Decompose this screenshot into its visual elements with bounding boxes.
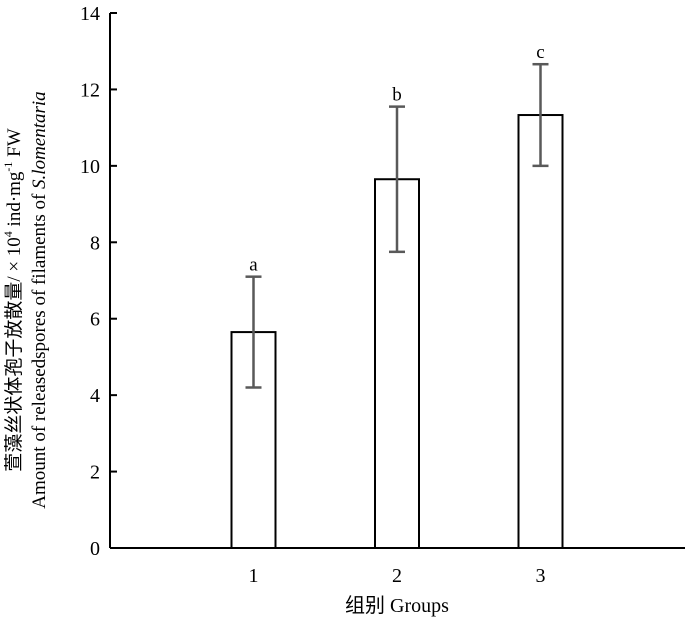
error-bar-group-1 bbox=[245, 275, 262, 389]
significance-label-group-1: a bbox=[249, 255, 258, 276]
x-tick-label: 3 bbox=[536, 565, 546, 587]
y-axis: 0 2 4 6 8 10 12 14 bbox=[80, 3, 117, 560]
significance-label-group-2: b bbox=[392, 85, 402, 106]
y-axis-title-line2: Amount of releasedspores of filaments of… bbox=[29, 91, 50, 508]
y-axis-title-line1: 萱藻丝状体孢子放散量/ × 104 ind·mg-1 FW bbox=[1, 128, 25, 471]
error-bar-group-2 bbox=[389, 105, 405, 254]
y-tick-label: 8 bbox=[90, 232, 100, 254]
x-tick-label: 2 bbox=[392, 565, 402, 587]
y-tick-label: 4 bbox=[90, 385, 100, 407]
error-bar-group-3 bbox=[532, 62, 549, 168]
y-axis-title: 萱藻丝状体孢子放散量/ × 104 ind·mg-1 FW Amount of … bbox=[1, 91, 50, 508]
x-axis-title: 组别 Groups bbox=[345, 594, 449, 617]
y-tick-label: 2 bbox=[90, 462, 100, 484]
x-tick-label: 1 bbox=[249, 565, 259, 587]
y-tick-label: 14 bbox=[80, 3, 100, 25]
y-tick-label: 0 bbox=[90, 538, 100, 560]
bars: a b c bbox=[230, 42, 564, 550]
y-tick-label: 10 bbox=[80, 156, 100, 178]
bar-group-1 bbox=[230, 331, 277, 550]
bar-group-3 bbox=[517, 114, 564, 550]
significance-label-group-3: c bbox=[536, 42, 544, 63]
y-tick-label: 12 bbox=[80, 79, 100, 101]
bar-group-2 bbox=[374, 178, 420, 549]
y-tick-label: 6 bbox=[90, 309, 100, 331]
